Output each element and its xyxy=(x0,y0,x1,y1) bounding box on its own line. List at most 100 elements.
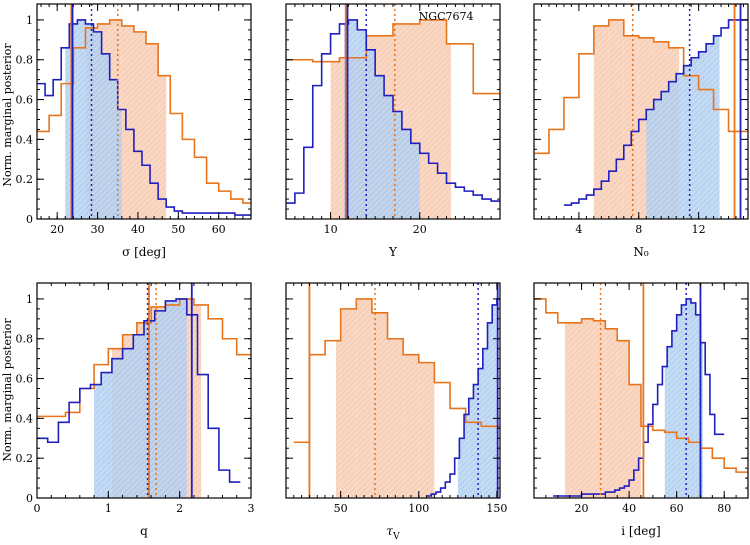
y-tick-label: 0.2 xyxy=(16,452,34,465)
credible-interval-blue-n0 xyxy=(691,57,699,219)
credible-interval-orange-n0 xyxy=(593,25,609,219)
credible-interval-blue-y xyxy=(410,143,420,219)
credible-interval-orange-inclination xyxy=(581,318,594,498)
credible-interval-blue-sigma xyxy=(65,47,70,219)
credible-interval-blue-n0 xyxy=(676,73,684,219)
credible-interval-blue-inclination xyxy=(686,298,691,498)
credible-interval-blue-q xyxy=(122,348,134,498)
credible-interval-blue-inclination xyxy=(671,330,677,498)
y-tick-label: 0.4 xyxy=(16,412,34,425)
x-axis-label-tauv: τV xyxy=(386,524,400,542)
plot-area-tauv xyxy=(293,283,500,498)
y-tick-label: 0.8 xyxy=(16,54,34,67)
credible-interval-blue-sigma xyxy=(93,31,102,219)
x-axis-label-q: q xyxy=(140,524,148,538)
credible-interval-blue-y xyxy=(401,129,411,219)
credible-interval-orange-y xyxy=(330,61,340,219)
x-axis-label-n0: N₀ xyxy=(633,245,649,259)
credible-interval-blue-q xyxy=(111,358,123,498)
plot-area-inclination xyxy=(534,283,748,498)
x-tick-label: 4 xyxy=(575,223,582,236)
x-tick-label: 0 xyxy=(34,502,41,515)
x-tick-label: 40 xyxy=(131,223,145,236)
credible-interval-blue-q xyxy=(176,298,187,498)
credible-interval-orange-y xyxy=(419,19,447,219)
frame-q xyxy=(36,282,252,499)
credible-interval-blue-y xyxy=(366,49,376,219)
credible-interval-blue-tauv xyxy=(457,458,460,498)
y-tick-label: 0.4 xyxy=(16,133,34,146)
x-tick-label: 3 xyxy=(248,502,255,515)
posterior-orange-y xyxy=(286,19,500,95)
credible-interval-blue-sigma xyxy=(77,19,86,219)
credible-interval-orange-sigma xyxy=(146,43,159,219)
x-tick-label: 20 xyxy=(575,502,589,515)
credible-interval-orange-tauv xyxy=(335,340,341,498)
x-tick-label: 150 xyxy=(486,502,507,515)
credible-interval-blue-sigma xyxy=(109,79,118,219)
credible-interval-orange-q xyxy=(193,304,202,498)
credible-interval-orange-sigma xyxy=(158,75,167,219)
x-tick-label: 10 xyxy=(324,223,338,236)
credible-interval-blue-n0 xyxy=(706,43,714,219)
y-tick-label: 1 xyxy=(26,293,33,306)
credible-interval-orange-tauv xyxy=(371,312,388,498)
credible-interval-blue-tauv xyxy=(492,304,497,498)
panel-sigma: 20 30 40 50 60 0 0.2 0.4 0.6 0.8 1 σ [deg] xyxy=(16,3,252,259)
credible-interval-blue-q xyxy=(94,384,102,498)
credible-interval-orange-inclination xyxy=(629,384,641,498)
credible-interval-blue-tauv xyxy=(464,414,469,498)
credible-interval-blue-inclination xyxy=(700,342,703,498)
posterior-blue-inclination xyxy=(553,298,725,497)
plot-area-sigma xyxy=(37,4,251,219)
credible-interval-blue-inclination xyxy=(695,314,701,498)
posterior-blue-sigma xyxy=(37,19,251,216)
credible-interval-blue-tauv xyxy=(473,384,479,498)
credible-interval-blue-tauv xyxy=(468,398,474,498)
x-tick-label: 50 xyxy=(171,223,185,236)
credible-interval-blue-sigma xyxy=(85,23,94,219)
credible-interval-blue-y xyxy=(384,95,393,219)
credible-interval-blue-tauv xyxy=(478,368,483,498)
credible-interval-blue-tauv xyxy=(459,438,465,498)
credible-interval-orange-inclination xyxy=(564,322,570,498)
credible-interval-orange-inclination xyxy=(569,322,582,498)
panel-q: 0 1 2 3 0 0.2 0.4 0.6 0.8 1 q xyxy=(16,282,255,538)
x-tick-label: 50 xyxy=(334,502,348,515)
panel-inclination: 20 40 60 80 i [deg] xyxy=(533,282,749,538)
credible-interval-blue-tauv xyxy=(482,348,488,498)
x-axis-label-sigma: σ [deg] xyxy=(122,245,166,259)
credible-interval-blue-y xyxy=(348,19,358,219)
posterior-orange-n0 xyxy=(534,19,748,155)
x-tick-label: 100 xyxy=(408,502,429,515)
x-tick-label: 2 xyxy=(176,502,183,515)
x-tick-label: 12 xyxy=(692,223,706,236)
y-tick-label: 0.6 xyxy=(16,94,34,107)
credible-interval-orange-tauv xyxy=(418,362,435,498)
credible-interval-blue-n0 xyxy=(646,109,654,219)
credible-interval-blue-sigma xyxy=(101,53,110,219)
credible-interval-orange-tauv xyxy=(340,308,357,498)
y-tick-label: 0.8 xyxy=(16,333,34,346)
x-tick-label: 60 xyxy=(670,502,684,515)
x-tick-label: 40 xyxy=(622,502,636,515)
credible-interval-blue-q xyxy=(133,334,144,498)
x-axis-label-y: Y xyxy=(388,245,398,259)
posterior-orange-tauv xyxy=(293,298,500,444)
credible-interval-blue-y xyxy=(393,111,402,219)
y-tick-label: 0.2 xyxy=(16,173,34,186)
credible-interval-blue-n0 xyxy=(698,51,707,219)
panel-n0: 4 8 12 N₀ xyxy=(533,3,749,259)
plot-area-y xyxy=(286,4,500,219)
credible-interval-blue-q xyxy=(101,372,112,498)
galaxy-name-annotation: NGC7674 xyxy=(419,10,474,23)
credible-interval-blue-q xyxy=(165,300,177,498)
credible-interval-blue-n0 xyxy=(653,99,662,219)
frame-tauv xyxy=(285,282,501,499)
frame-n0 xyxy=(533,3,749,220)
plot-area-n0 xyxy=(534,4,748,219)
y-axis-label-top: Norm. marginal posterior xyxy=(1,43,14,187)
credible-interval-orange-n0 xyxy=(608,19,624,219)
credible-interval-blue-inclination xyxy=(681,304,687,498)
